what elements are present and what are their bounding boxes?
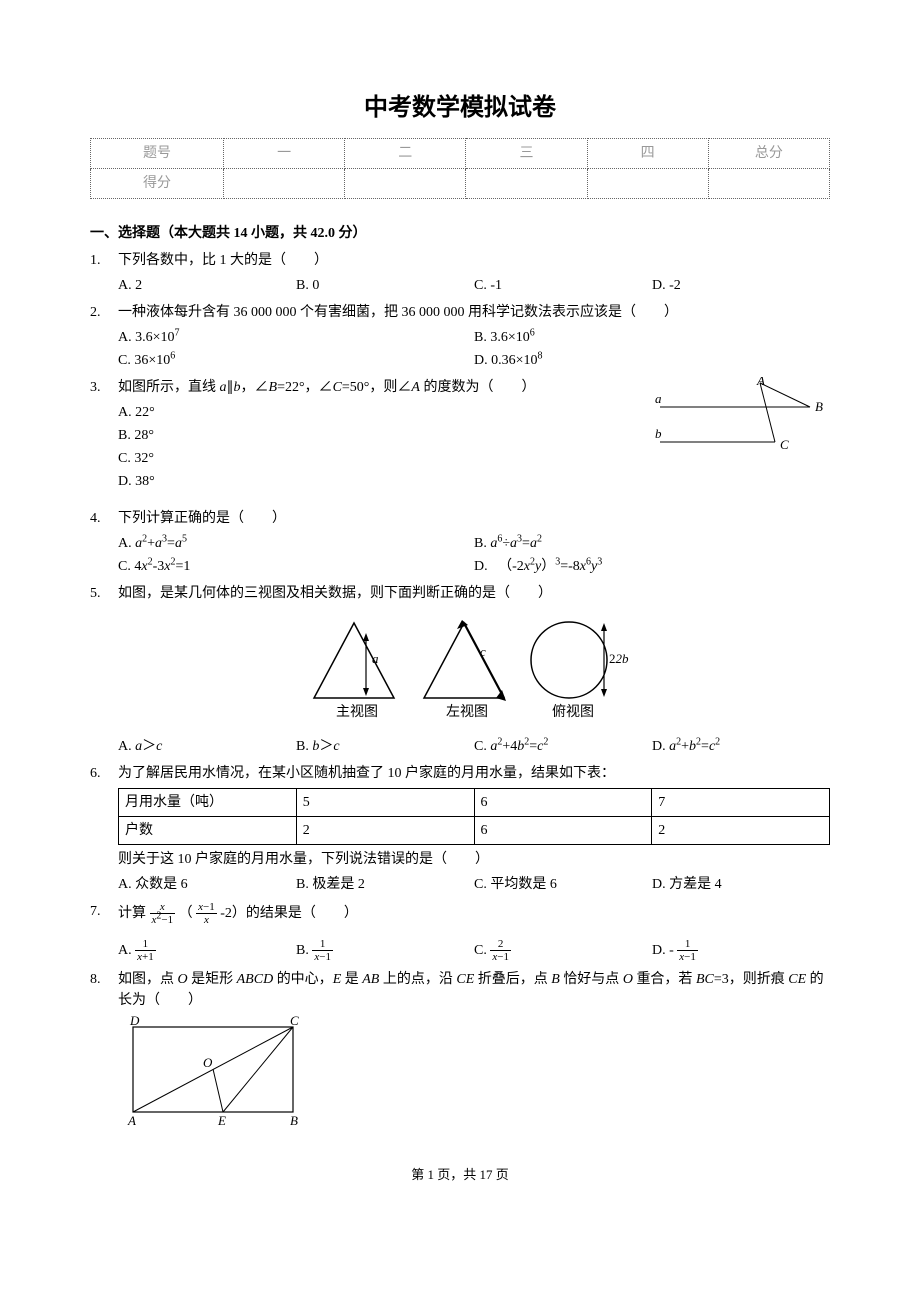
q6-r2c3: 6	[474, 817, 652, 845]
q1-opt-d: D. -2	[652, 275, 830, 296]
q6-r2c2: 2	[296, 817, 474, 845]
q3-label-a: a	[655, 391, 662, 406]
question-7: 7. 计算 xx2−1 （ x−1x -2）的结果是（ ） A. 1x+1 B.…	[90, 901, 830, 963]
score-table: 题号 一 二 三 四 总分 得分	[90, 138, 830, 199]
q3-opt-d: D. 38°	[118, 471, 647, 492]
score-h4: 四	[587, 139, 708, 169]
question-6: 6. 为了解居民用水情况，在某小区随机抽查了 10 户家庭的月用水量，结果如下表…	[90, 763, 830, 895]
svg-text:22b: 22b	[609, 651, 629, 666]
question-2: 2. 一种液体每升含有 36 000 000 个有害细菌，把 36 000 00…	[90, 302, 830, 371]
q6-opt-c: C. 平均数是 6	[474, 874, 652, 895]
q4-opt-b: B. a6÷a3=a2	[474, 533, 830, 554]
question-4: 4. 下列计算正确的是（ ） A. a2+a3=a5 B. a6÷a3=a2 C…	[90, 508, 830, 577]
q6-r1c3: 6	[474, 789, 652, 817]
svg-text:B: B	[290, 1113, 298, 1128]
q3-figure: A B C a b	[655, 377, 830, 462]
svg-text:a: a	[372, 651, 379, 666]
q4-text: 下列计算正确的是（ ）	[118, 508, 830, 529]
svg-text:c: c	[480, 644, 486, 659]
q3-label-C: C	[780, 437, 789, 452]
score-h5: 总分	[708, 139, 829, 169]
q2-opt-b: B. 3.6×106	[474, 327, 830, 348]
question-1: 1. 下列各数中，比 1 大的是（ ） A. 2 B. 0 C. -1 D. -…	[90, 250, 830, 296]
q2-opt-c: C. 36×106	[118, 350, 474, 371]
q6-text2: 则关于这 10 户家庭的月用水量，下列说法错误的是（ ）	[118, 849, 830, 870]
score-r2-c2	[345, 169, 466, 199]
q3-label-A: A	[756, 377, 765, 388]
score-h1: 一	[224, 139, 345, 169]
q6-opt-d: D. 方差是 4	[652, 874, 830, 895]
q4-opt-a: A. a2+a3=a5	[118, 533, 474, 554]
q4-opt-c: C. 4x2-3x2=1	[118, 556, 474, 577]
q6-r1c4: 7	[652, 789, 830, 817]
score-h0: 题号	[91, 139, 224, 169]
q6-r2c1: 户数	[119, 817, 297, 845]
svg-text:O: O	[203, 1055, 213, 1070]
q8-figure: D C O A E B	[118, 1013, 308, 1128]
score-r2-c4	[587, 169, 708, 199]
svg-text:C: C	[290, 1013, 299, 1028]
q6-opt-b: B. 极差是 2	[296, 874, 474, 895]
q1-opt-c: C. -1	[474, 275, 652, 296]
q6-opt-a: A. 众数是 6	[118, 874, 296, 895]
svg-text:A: A	[127, 1113, 136, 1128]
svg-text:D: D	[129, 1013, 140, 1028]
q1-text: 下列各数中，比 1 大的是（ ）	[118, 250, 830, 271]
q3-label-b: b	[655, 426, 662, 441]
q5-opt-c: C. a2+4b2=c2	[474, 736, 652, 757]
score-header-row: 题号 一 二 三 四 总分	[91, 139, 830, 169]
q6-text1: 为了解居民用水情况，在某小区随机抽查了 10 户家庭的月用水量，结果如下表：	[118, 763, 830, 784]
score-r2-c5	[708, 169, 829, 199]
q7-opt-b: B. 1x−1	[296, 938, 474, 963]
score-h2: 二	[345, 139, 466, 169]
q6-r1c2: 5	[296, 789, 474, 817]
score-h3: 三	[466, 139, 587, 169]
q3-opt-a: A. 22°	[118, 402, 647, 423]
q4-opt-d: D. （-2x2y）3=-8x6y3	[474, 556, 830, 577]
q2-opt-d: D. 0.36×108	[474, 350, 830, 371]
q6-r1c1: 月用水量（吨）	[119, 789, 297, 817]
q3-opt-b: B. 28°	[118, 425, 647, 446]
q5-text: 如图，是某几何体的三视图及相关数据，则下面判断正确的是（ ）	[118, 583, 830, 604]
question-8: 8. 如图，点 O 是矩形 ABCD 的中心，E 是 AB 上的点，沿 CE 折…	[90, 969, 830, 1135]
q7-opt-c: C. 2x−1	[474, 938, 652, 963]
score-value-row: 得分	[91, 169, 830, 199]
q5-num: 5.	[90, 583, 118, 757]
q2-num: 2.	[90, 302, 118, 371]
q5-opt-b: B. b＞c	[296, 736, 474, 757]
q4-num: 4.	[90, 508, 118, 577]
q7-text: 计算 xx2−1 （ x−1x -2）的结果是（ ）	[118, 901, 830, 926]
q5-opt-d: D. a2+b2=c2	[652, 736, 830, 757]
page-title: 中考数学模拟试卷	[90, 90, 830, 126]
question-5: 5. 如图，是某几何体的三视图及相关数据，则下面判断正确的是（ ） a 主视图 …	[90, 583, 830, 757]
q3-num: 3.	[90, 377, 118, 492]
q1-opt-a: A. 2	[118, 275, 296, 296]
q6-r2c4: 2	[652, 817, 830, 845]
q3-opt-c: C. 32°	[118, 448, 647, 469]
q6-table: 月用水量（吨） 5 6 7 户数 2 6 2	[118, 788, 830, 845]
q5-figure: a 主视图 c 左视图 22b 俯视图	[304, 608, 644, 723]
score-r2-c3	[466, 169, 587, 199]
q7-opt-d: D. - 1x−1	[652, 938, 830, 963]
question-3: 3. A B C a b 如图所示，直线 a∥b，∠B=22°，∠C=50°，则…	[90, 377, 830, 492]
svg-text:俯视图: 俯视图	[552, 704, 594, 720]
q3-label-B: B	[815, 399, 823, 414]
q1-opt-b: B. 0	[296, 275, 474, 296]
q2-opt-a: A. 3.6×107	[118, 327, 474, 348]
section-1-header: 一、选择题（本大题共 14 小题，共 42.0 分）	[90, 223, 830, 244]
score-r2-label: 得分	[91, 169, 224, 199]
q5-opt-a: A. a＞c	[118, 736, 296, 757]
svg-text:E: E	[217, 1113, 226, 1128]
q2-text: 一种液体每升含有 36 000 000 个有害细菌，把 36 000 000 用…	[118, 302, 830, 323]
score-r2-c1	[224, 169, 345, 199]
q8-num: 8.	[90, 969, 118, 1135]
q6-num: 6.	[90, 763, 118, 895]
svg-text:左视图: 左视图	[446, 704, 488, 720]
q7-opt-a: A. 1x+1	[118, 938, 296, 963]
q8-text: 如图，点 O 是矩形 ABCD 的中心，E 是 AB 上的点，沿 CE 折叠后，…	[118, 969, 830, 1011]
page-footer: 第 1 页，共 17 页	[90, 1165, 830, 1185]
q7-num: 7.	[90, 901, 118, 963]
q1-num: 1.	[90, 250, 118, 296]
svg-text:主视图: 主视图	[336, 704, 378, 720]
